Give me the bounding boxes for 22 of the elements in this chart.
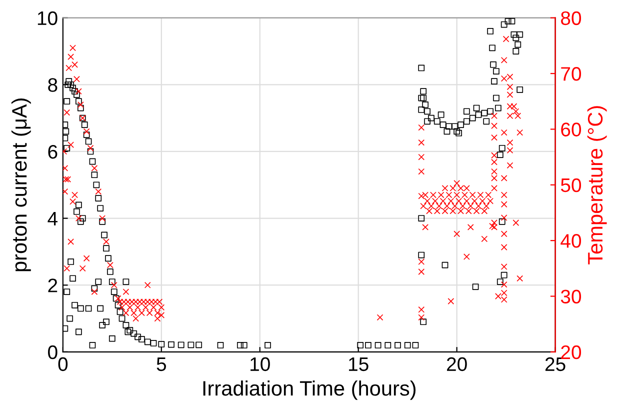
y-tick-label: 6 — [48, 144, 58, 159]
y2-tick-label: 70 — [561, 66, 582, 81]
x-tick-label: 0 — [58, 357, 68, 372]
x-tick-label: 5 — [156, 357, 166, 372]
x-tick-label: 25 — [545, 357, 566, 372]
y2-tick-label: 60 — [561, 122, 582, 136]
y-tick-label: 8 — [48, 78, 58, 92]
y-axis-title: proton current (μA) — [11, 98, 31, 272]
y2-tick-label: 30 — [560, 290, 582, 304]
y2-tick-label: 50 — [560, 178, 582, 192]
y-tick-label: 4 — [48, 212, 58, 226]
y-tick-label: 10 — [38, 11, 58, 26]
y-tick-label: 0 — [48, 345, 58, 360]
x-axis-title: Irradiation Time (hours) — [203, 380, 416, 400]
x-tick-label: 15 — [349, 357, 368, 372]
x-tick-label: 20 — [446, 357, 467, 372]
y2-axis-title: Temperature (°C) — [587, 106, 607, 264]
y2-tick-label: 20 — [561, 345, 582, 360]
y-tick-label: 2 — [48, 278, 58, 292]
y2-tick-label: 80 — [561, 11, 582, 26]
y2-tick-label: 40 — [560, 234, 582, 248]
x-tick-label: 10 — [250, 357, 270, 372]
